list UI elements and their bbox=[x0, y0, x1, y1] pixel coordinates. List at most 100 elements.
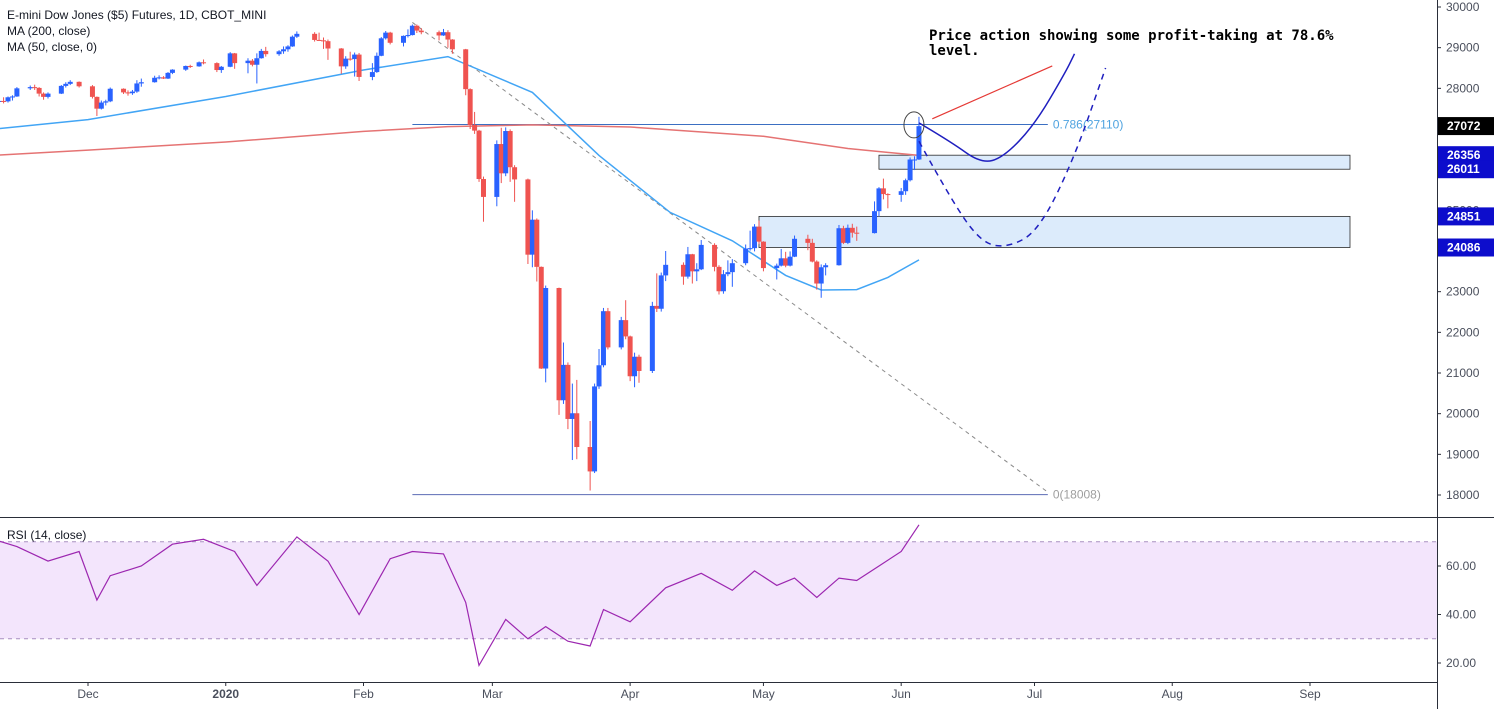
candle-body bbox=[276, 51, 282, 55]
candle bbox=[845, 224, 851, 245]
price-tag-24851: 24851 bbox=[1447, 209, 1481, 223]
candle-body bbox=[378, 38, 384, 56]
candle-body bbox=[5, 97, 11, 102]
candle-body bbox=[507, 131, 513, 168]
candle-body bbox=[538, 266, 544, 369]
candle-body bbox=[627, 336, 633, 377]
candle-body bbox=[689, 254, 695, 272]
candle-body bbox=[201, 62, 207, 64]
candle-body bbox=[58, 85, 64, 94]
candle bbox=[356, 52, 362, 82]
candle bbox=[281, 46, 287, 54]
candle bbox=[254, 53, 260, 84]
candle-body bbox=[845, 227, 851, 243]
candle-body bbox=[565, 364, 571, 419]
rsi-tick-label: 60.00 bbox=[1446, 559, 1476, 573]
price-tick-label: 18000 bbox=[1446, 488, 1480, 502]
candle-body bbox=[854, 232, 860, 234]
candle bbox=[632, 352, 638, 388]
price-tick-label: 19000 bbox=[1446, 447, 1480, 461]
candle bbox=[378, 37, 384, 57]
candle bbox=[783, 251, 789, 268]
candle bbox=[343, 56, 349, 69]
candle-body bbox=[98, 102, 104, 109]
candle-body bbox=[836, 228, 842, 266]
candle-body bbox=[383, 32, 389, 39]
ma200-line bbox=[0, 124, 920, 157]
candle bbox=[352, 52, 358, 77]
candle bbox=[165, 72, 171, 79]
rsi-legend-label: RSI (14, close) bbox=[7, 528, 87, 542]
candle bbox=[325, 39, 331, 60]
candle bbox=[14, 87, 20, 97]
candle-body bbox=[405, 35, 411, 37]
zone-1 bbox=[758, 215, 1351, 248]
price-tick-label: 29000 bbox=[1446, 41, 1480, 55]
candle bbox=[538, 266, 544, 369]
candle bbox=[720, 270, 726, 294]
price-tick-label: 30000 bbox=[1446, 0, 1480, 14]
candle-body bbox=[41, 93, 47, 97]
candle-body bbox=[494, 144, 500, 197]
candle-body bbox=[121, 88, 127, 93]
candle bbox=[880, 178, 886, 200]
candle-body bbox=[556, 288, 562, 401]
candle bbox=[543, 285, 549, 383]
candle bbox=[569, 383, 575, 461]
candle bbox=[161, 76, 167, 79]
candle bbox=[418, 28, 424, 35]
candle-body bbox=[294, 33, 300, 37]
candle-body bbox=[685, 254, 691, 277]
candle-body bbox=[916, 126, 922, 160]
candle-body bbox=[156, 77, 162, 79]
candle-body bbox=[321, 40, 327, 42]
time-tick-label: May bbox=[752, 687, 775, 701]
candle-body bbox=[134, 83, 140, 92]
candle-body bbox=[636, 356, 642, 371]
candle-body bbox=[103, 101, 109, 103]
candle bbox=[529, 210, 535, 268]
legend-title: E-mini Dow Jones ($5) Futures, 1D, CBOT_… bbox=[7, 8, 267, 22]
candle bbox=[756, 220, 762, 245]
candle bbox=[854, 226, 860, 241]
candle bbox=[152, 75, 158, 83]
candle bbox=[134, 80, 140, 93]
candle-body bbox=[729, 263, 735, 273]
candle-body bbox=[436, 32, 442, 36]
candle-body bbox=[623, 320, 629, 337]
candle-body bbox=[716, 266, 722, 292]
candle bbox=[658, 272, 664, 312]
candle-body bbox=[347, 58, 353, 60]
candle-body bbox=[76, 81, 82, 87]
candle bbox=[156, 75, 162, 80]
candle-body bbox=[574, 413, 580, 448]
fib-label-0: 0.786(27110) bbox=[1053, 118, 1124, 132]
candle bbox=[636, 354, 642, 383]
candle bbox=[1, 97, 7, 104]
candle-body bbox=[747, 248, 753, 250]
candle bbox=[898, 187, 904, 202]
candle bbox=[743, 244, 749, 266]
time-tick-label: Mar bbox=[482, 687, 503, 701]
price-tag-26011: 26011 bbox=[1447, 162, 1480, 176]
candle bbox=[218, 65, 224, 73]
candle bbox=[338, 48, 344, 74]
candle bbox=[525, 178, 531, 265]
candle bbox=[912, 156, 918, 171]
candle bbox=[512, 165, 518, 202]
trendline bbox=[412, 22, 1049, 493]
candle-body bbox=[720, 274, 726, 292]
candle-body bbox=[45, 93, 51, 97]
candle-body bbox=[325, 41, 331, 49]
candle-body bbox=[903, 180, 909, 192]
candle bbox=[138, 78, 144, 87]
candle bbox=[752, 224, 758, 252]
candle-body bbox=[227, 53, 233, 67]
candle bbox=[680, 262, 686, 285]
candle-body bbox=[245, 60, 251, 64]
candle bbox=[618, 316, 624, 350]
candle-body bbox=[876, 188, 882, 212]
candle bbox=[760, 241, 766, 272]
candle bbox=[685, 246, 691, 279]
